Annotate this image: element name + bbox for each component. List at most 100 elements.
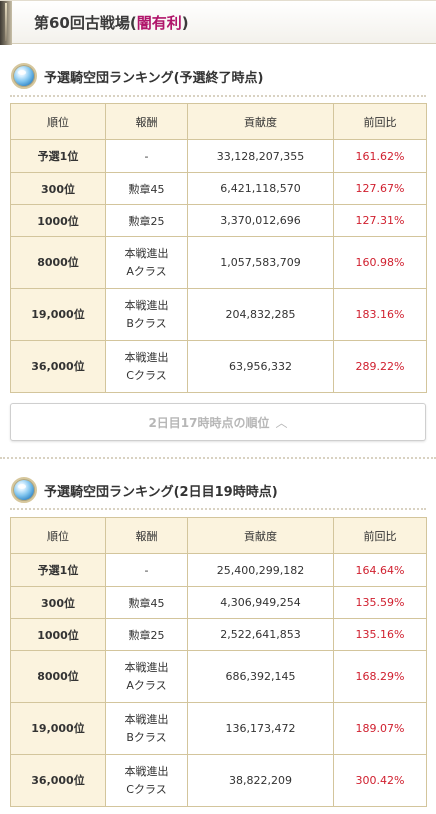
reward-line: Cクラス [126,782,167,796]
ratio-cell: 127.67% [333,172,427,205]
table-row: 8000位 本戦進出 Aクラス 1,057,583,709 160.98% [10,236,427,289]
table-row: 300位 勲章45 4,306,949,254 135.59% [10,586,427,619]
title-suffix: ) [181,14,189,32]
column-header-rank: 順位 [10,103,106,140]
ratio-cell: 127.31% [333,204,427,237]
chevron-up-icon: ︿ [275,415,288,430]
ratio-cell: 289.22% [333,340,427,393]
reward-cell: 本戦進出 Cクラス [105,754,188,807]
reward-cell: 勲章45 [105,586,188,619]
reward-line: 本戦進出 [124,351,169,365]
reward-cell: 本戦進出 Cクラス [105,340,188,393]
reward-line: 本戦進出 [124,247,169,261]
page-title: 第60回古戦場(闇有利) [34,12,189,33]
ranking-table-day2: 順位 報酬 貢献度 前回比 予選1位 - 25,400,299,182 164.… [10,517,427,807]
column-header-ratio: 前回比 [333,103,427,140]
reward-line: Bクラス [126,730,167,744]
rank-cell: 8000位 [10,236,106,289]
rank-cell: 36,000位 [10,754,106,807]
rank-cell: 1000位 [10,618,106,651]
reward-cell: - [105,553,188,587]
section-separator [0,457,436,459]
rank-cell: 1000位 [10,204,106,237]
column-header-score: 貢献度 [187,103,334,140]
crystal-orb-icon [11,63,37,89]
score-cell: 38,822,209 [187,754,334,807]
section-title-final: 予選騎空団ランキング(予選終了時点) [11,62,264,90]
rank-cell: 300位 [10,172,106,205]
divider [10,508,426,510]
reward-line: 本戦進出 [124,661,169,675]
rank-cell: 19,000位 [10,288,106,341]
ratio-cell: 135.16% [333,618,427,651]
score-cell: 1,057,583,709 [187,236,334,289]
score-cell: 63,956,332 [187,340,334,393]
ratio-cell: 135.59% [333,586,427,619]
ratio-cell: 189.07% [333,702,427,755]
reward-cell: 本戦進出 Aクラス [105,650,188,703]
table-row: 1000位 勲章25 3,370,012,696 127.31% [10,204,427,237]
ratio-cell: 160.98% [333,236,427,289]
toggle-previous-ranking-button[interactable]: 2日目17時時点の順位 ︿ [10,403,426,441]
reward-line: Aクラス [126,678,167,692]
table-row: 36,000位 本戦進出 Cクラス 63,956,332 289.22% [10,340,427,393]
reward-cell: 勲章25 [105,618,188,651]
score-cell: 136,173,472 [187,702,334,755]
toggle-label: 2日目17時時点の順位 [148,415,270,430]
score-cell: 2,522,641,853 [187,618,334,651]
section-title-label: 予選騎空団ランキング(予選終了時点) [44,70,264,86]
score-cell: 3,370,012,696 [187,204,334,237]
ratio-cell: 161.62% [333,139,427,173]
column-header-ratio: 前回比 [333,517,427,554]
reward-line: 本戦進出 [124,299,169,313]
reward-line: Cクラス [126,368,167,382]
table-row: 予選1位 - 25,400,299,182 164.64% [10,553,427,587]
ratio-cell: 300.42% [333,754,427,807]
ranking-table-final: 順位 報酬 貢献度 前回比 予選1位 - 33,128,207,355 161.… [10,103,427,393]
score-cell: 6,421,118,570 [187,172,334,205]
section-title-label: 予選騎空団ランキング(2日目19時時点) [44,484,278,500]
column-header-reward: 報酬 [105,103,188,140]
ratio-cell: 183.16% [333,288,427,341]
reward-cell: 勲章25 [105,204,188,237]
reward-cell: 勲章45 [105,172,188,205]
reward-line: Aクラス [126,264,167,278]
rank-cell: 36,000位 [10,340,106,393]
section-title-day2: 予選騎空団ランキング(2日目19時時点) [11,476,278,504]
reward-cell: 本戦進出 Aクラス [105,236,188,289]
header-ornament-icon [0,1,12,45]
score-cell: 686,392,145 [187,650,334,703]
table-row: 36,000位 本戦進出 Cクラス 38,822,209 300.42% [10,754,427,807]
column-header-score: 貢献度 [187,517,334,554]
column-header-reward: 報酬 [105,517,188,554]
table-row: 予選1位 - 33,128,207,355 161.62% [10,139,427,173]
reward-cell: 本戦進出 Bクラス [105,702,188,755]
divider [10,95,426,97]
table-row: 300位 勲章45 6,421,118,570 127.67% [10,172,427,205]
rank-cell: 予選1位 [10,553,106,587]
rank-cell: 19,000位 [10,702,106,755]
score-cell: 204,832,285 [187,288,334,341]
table-row: 8000位 本戦進出 Aクラス 686,392,145 168.29% [10,650,427,703]
rank-cell: 300位 [10,586,106,619]
column-header-rank: 順位 [10,517,106,554]
reward-cell: - [105,139,188,173]
table-row: 19,000位 本戦進出 Bクラス 136,173,472 189.07% [10,702,427,755]
title-prefix: 第60回古戦場( [34,14,137,32]
page-header: 第60回古戦場(闇有利) [0,0,436,45]
reward-line: 本戦進出 [124,765,169,779]
score-cell: 4,306,949,254 [187,586,334,619]
reward-cell: 本戦進出 Bクラス [105,288,188,341]
ratio-cell: 164.64% [333,553,427,587]
rank-cell: 予選1位 [10,139,106,173]
title-highlight: 闇有利 [136,14,182,32]
reward-line: Bクラス [126,316,167,330]
rank-cell: 8000位 [10,650,106,703]
table-row: 19,000位 本戦進出 Bクラス 204,832,285 183.16% [10,288,427,341]
score-cell: 25,400,299,182 [187,553,334,587]
crystal-orb-icon [11,477,37,503]
table-row: 1000位 勲章25 2,522,641,853 135.16% [10,618,427,651]
score-cell: 33,128,207,355 [187,139,334,173]
reward-line: 本戦進出 [124,713,169,727]
ratio-cell: 168.29% [333,650,427,703]
